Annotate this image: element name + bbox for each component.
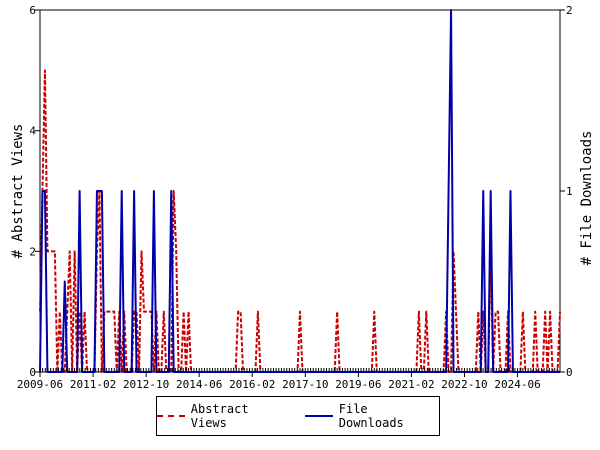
right-y-tick-label: 0 bbox=[566, 366, 573, 379]
x-tick-label: 2017-10 bbox=[282, 378, 328, 391]
x-tick-label: 2021-02 bbox=[388, 378, 434, 391]
left-y-axis-title: # Abstract Views bbox=[10, 124, 26, 259]
x-tick-label: 2016-02 bbox=[229, 378, 275, 391]
right-y-tick-label: 1 bbox=[566, 185, 573, 198]
x-tick-label: 2022-10 bbox=[441, 378, 487, 391]
x-tick-label: 2019-06 bbox=[335, 378, 381, 391]
right-y-tick-label: 2 bbox=[566, 4, 573, 17]
left-y-tick-label: 2 bbox=[29, 245, 36, 258]
left-y-tick-label: 4 bbox=[29, 125, 36, 138]
right-y-axis-title: # File Downloads bbox=[579, 131, 595, 266]
left-y-axis-ticks: 0 2 4 6 bbox=[29, 4, 40, 379]
series-lines bbox=[39, 9, 561, 373]
legend-label-file-downloads: File Downloads bbox=[338, 402, 404, 430]
x-tick-label: 2024-06 bbox=[494, 378, 540, 391]
x-tick-label: 2011-02 bbox=[70, 378, 116, 391]
left-y-tick-label: 0 bbox=[29, 366, 36, 379]
legend-label-abstract-views: Abstract Views bbox=[190, 402, 249, 430]
legend-entry-abstract-views: Abstract Views bbox=[157, 402, 291, 430]
x-tick-label: 2012-10 bbox=[123, 378, 169, 391]
legend-entry-file-downloads: File Downloads bbox=[305, 402, 439, 430]
x-axis-ticks: 2009-06 2011-02 2012-10 2014-06 2016-02 2017-… bbox=[17, 368, 561, 391]
x-tick-label: 2014-06 bbox=[176, 378, 222, 391]
left-y-tick-label: 6 bbox=[29, 4, 36, 17]
x-tick-label: 2009-06 bbox=[17, 378, 63, 391]
right-y-axis-ticks: 0 1 2 bbox=[560, 4, 573, 379]
legend-swatch-file-downloads bbox=[305, 415, 333, 417]
legend-swatch-abstract-views bbox=[157, 415, 185, 417]
chart-legend: Abstract Views File Downloads bbox=[156, 396, 440, 436]
